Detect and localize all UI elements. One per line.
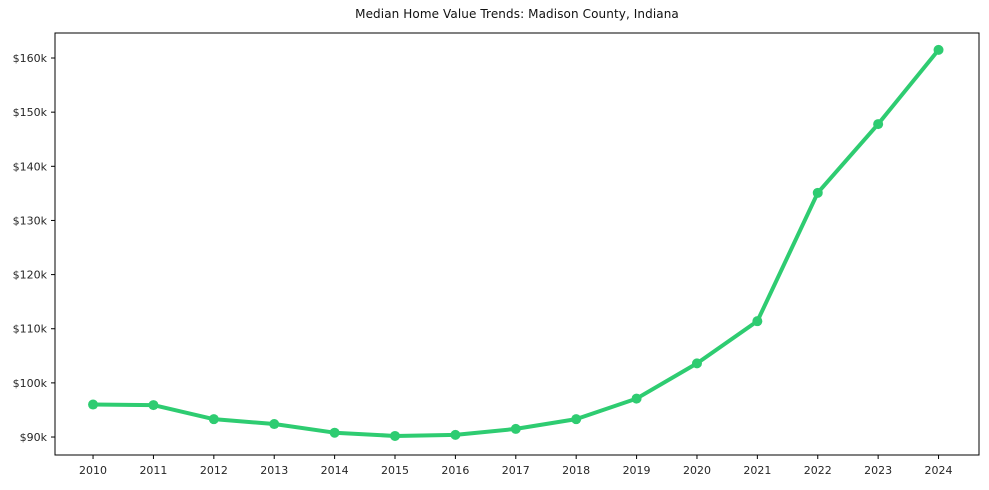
x-tick-label: 2020 xyxy=(683,464,711,477)
data-point-marker xyxy=(88,399,99,410)
y-tick-label: $90k xyxy=(20,431,48,444)
data-point-marker xyxy=(148,400,159,411)
data-point-marker xyxy=(450,429,461,440)
data-point-marker xyxy=(390,430,401,441)
y-tick-label: $110k xyxy=(13,323,48,336)
x-tick-label: 2016 xyxy=(441,464,469,477)
x-tick-label: 2014 xyxy=(321,464,349,477)
data-point-marker xyxy=(329,427,340,438)
y-tick-label: $130k xyxy=(13,214,48,227)
x-tick-label: 2011 xyxy=(139,464,167,477)
trend-line xyxy=(91,47,941,438)
data-point-marker xyxy=(812,187,823,198)
x-tick-label: 2024 xyxy=(925,464,953,477)
plot-border xyxy=(54,32,980,456)
y-tick-label: $100k xyxy=(13,377,48,390)
data-point-marker xyxy=(752,316,763,327)
data-point-marker xyxy=(269,419,280,430)
data-point-marker xyxy=(571,414,582,425)
x-tick-label: 2023 xyxy=(864,464,892,477)
x-tick-label: 2013 xyxy=(260,464,288,477)
data-point-marker xyxy=(631,393,642,404)
y-tick-label: $150k xyxy=(13,106,48,119)
chart-title: Median Home Value Trends: Madison County… xyxy=(355,7,679,21)
data-point-marker xyxy=(691,358,702,369)
x-tick-label: 2015 xyxy=(381,464,409,477)
y-tick-label: $160k xyxy=(13,52,48,65)
data-point-marker xyxy=(933,44,944,55)
y-tick-label: $120k xyxy=(13,269,48,282)
x-tick-label: 2021 xyxy=(743,464,771,477)
data-point-marker xyxy=(208,414,219,425)
x-tick-label: 2010 xyxy=(79,464,107,477)
x-tick-label: 2012 xyxy=(200,464,228,477)
data-point-marker xyxy=(510,423,521,434)
x-tick-label: 2017 xyxy=(502,464,530,477)
data-point-marker xyxy=(873,119,884,130)
x-tick-label: 2022 xyxy=(804,464,832,477)
y-tick-label: $140k xyxy=(13,160,48,173)
x-tick-label: 2018 xyxy=(562,464,590,477)
x-tick-label: 2019 xyxy=(623,464,651,477)
